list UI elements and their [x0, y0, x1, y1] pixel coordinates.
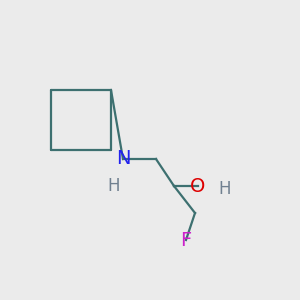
Text: H: H	[108, 177, 120, 195]
Text: F: F	[180, 230, 192, 250]
Text: O: O	[190, 176, 206, 196]
Text: N: N	[116, 149, 130, 169]
Text: H: H	[219, 180, 231, 198]
